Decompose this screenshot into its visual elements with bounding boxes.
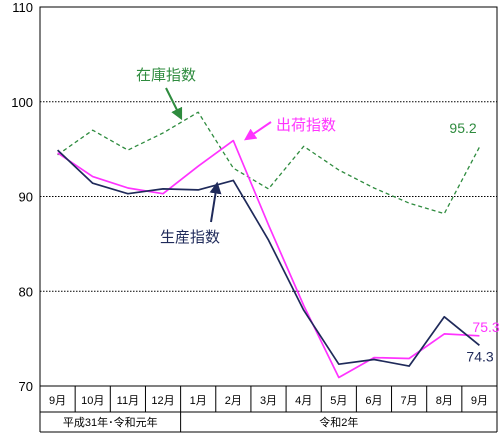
y-tick-label: 100 <box>11 95 33 110</box>
y-tick-label: 70 <box>19 379 33 394</box>
x-category-label: 2月 <box>225 395 242 407</box>
y-tick-label: 90 <box>19 190 33 205</box>
series-line-0 <box>57 149 480 367</box>
series-line-1 <box>57 139 480 379</box>
era-label-2019: 平成31年･令和元年 <box>63 415 158 429</box>
x-category-label: 9月 <box>49 395 66 407</box>
x-category-label: 4月 <box>295 395 312 407</box>
x-category-label: 5月 <box>330 395 347 407</box>
series-name-arrow <box>209 181 222 223</box>
x-category-label: 7月 <box>401 395 418 407</box>
x-category-label: 8月 <box>436 395 453 407</box>
x-category-label: 11月 <box>117 395 139 407</box>
x-category-label: 9月 <box>471 395 488 407</box>
series-layer <box>57 111 480 379</box>
x-category-label: 3月 <box>260 395 277 407</box>
series-name-arrow <box>165 87 183 121</box>
y-tick-label: 80 <box>19 284 33 299</box>
x-category-label: 12月 <box>151 395 174 407</box>
series-name-arrow <box>244 121 272 141</box>
axis-layer: 70 80 90 100 110 9月 10月 11月 12月 1月 2月 3月 4月 5月 6月 7月 8月 9… <box>11 0 498 433</box>
plot-frame <box>39 6 498 387</box>
series-end-label: 75.3 <box>472 319 499 335</box>
x-category-label: 6月 <box>365 395 382 407</box>
grid-layer <box>40 101 497 292</box>
series-end-label: 74.3 <box>466 348 493 364</box>
label-layer: 74.3 75.3 95.2 生産指数 出荷指数 在庫指数 <box>136 66 500 364</box>
x-category-label: 1月 <box>190 395 207 407</box>
y-tick-label: 110 <box>12 0 33 15</box>
series-name-label: 出荷指数 <box>276 116 336 134</box>
x-category-label: 10月 <box>81 395 104 407</box>
series-name-label: 在庫指数 <box>136 66 196 84</box>
series-name-label: 生産指数 <box>160 228 220 246</box>
series-end-label: 95.2 <box>449 120 476 136</box>
era-label-2020: 令和2年 <box>319 415 358 429</box>
